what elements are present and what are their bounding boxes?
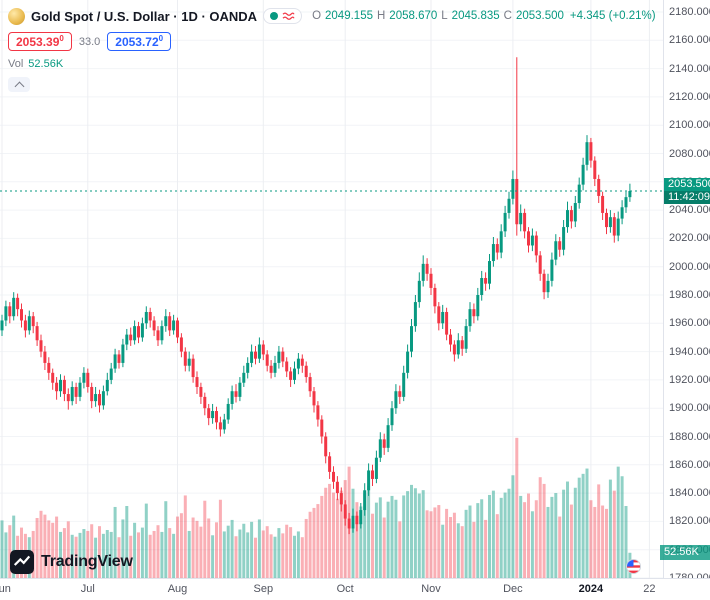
wave-icon: [282, 12, 295, 20]
sell-bid-button[interactable]: 2053.390: [8, 32, 72, 51]
change-value: +4.345 (+0.21%): [569, 10, 656, 22]
time-axis-label: Dec: [503, 583, 523, 595]
time-axis-label: 2024: [578, 583, 604, 595]
high-label: H: [376, 10, 386, 22]
low-value: 2045.835: [451, 10, 500, 22]
price-axis-label: 2080.000: [669, 147, 710, 160]
high-value: 2058.670: [389, 10, 438, 22]
tradingview-logomark-icon: [10, 550, 34, 574]
economic-event-icon[interactable]: [626, 559, 641, 579]
volume-axis-tag: 52.56K: [660, 544, 710, 560]
collapse-legend-button[interactable]: [8, 77, 30, 92]
gold-symbol-icon: [8, 7, 25, 25]
price-axis-label: 2120.000: [669, 90, 710, 103]
price-axis-label: 1820.000: [669, 515, 710, 528]
volume-indicator-row: Vol 52.56K: [8, 58, 656, 70]
price-axis-label: 2160.000: [669, 34, 710, 47]
time-axis-label: Jul: [80, 583, 95, 595]
price-axis[interactable]: 2180.000 2160.000 2140.000 2120.000 2100.000…: [663, 0, 710, 584]
last-price-tag: 2053.500 11:42:09: [664, 177, 710, 204]
symbol-title[interactable]: Gold Spot / U.S. Dollar · 1D · OANDA: [31, 8, 258, 24]
price-axis-label: 2100.000: [669, 119, 710, 132]
close-label: C: [503, 10, 512, 22]
legend-toolbar[interactable]: [263, 8, 303, 24]
time-axis-label: Sep: [253, 583, 274, 595]
low-label: L: [441, 10, 448, 22]
volume-value: 52.56K: [28, 58, 64, 70]
price-axis-label: 2040.000: [669, 204, 710, 217]
close-value: 2053.500: [515, 10, 564, 22]
time-axis-label: Nov: [421, 583, 441, 595]
price-axis-label: 1960.000: [669, 317, 710, 330]
marker-dot-icon: [270, 12, 279, 20]
price-axis-label: 2020.000: [669, 232, 710, 245]
ohlc-readout: O 2049.155 H 2058.670 L 2045.835 C 2053.500 …: [312, 10, 656, 22]
price-axis-label: 1840.000: [669, 487, 710, 500]
price-axis-label: 2180.000: [669, 6, 710, 18]
last-price-value: 2053.500: [668, 177, 710, 190]
bar-countdown-timer: 11:42:09: [664, 190, 710, 204]
tradingview-logo[interactable]: TradingView: [10, 550, 133, 574]
volume-label: Vol: [8, 58, 24, 70]
price-axis-label: 1920.000: [669, 373, 710, 386]
time-axis-label: Jun: [0, 583, 11, 595]
price-axis-label: 2140.000: [669, 62, 710, 75]
open-label: O: [312, 10, 322, 22]
time-axis-label: Aug: [167, 583, 188, 595]
price-axis-label: 1980.000: [669, 289, 710, 301]
price-axis-label: 1880.000: [669, 430, 710, 443]
price-axis-label: 2000.000: [669, 260, 710, 273]
price-axis-label: 1860.000: [669, 458, 710, 471]
time-axis-label: Oct: [336, 583, 354, 595]
chevron-up-icon: [14, 81, 24, 91]
time-axis[interactable]: Jun Jul Aug Sep Oct Nov Dec 2024 22: [0, 578, 710, 600]
spread-value: 33.0: [78, 35, 101, 48]
price-axis-label: 1940.000: [669, 345, 710, 358]
open-value: 2049.155: [325, 10, 373, 22]
chart-legend: Gold Spot / U.S. Dollar · 1D · OANDA O 20…: [8, 6, 656, 92]
tradingview-logo-text: TradingView: [41, 553, 133, 570]
candlestick-chart[interactable]: [0, 0, 663, 578]
time-axis-label: 22: [643, 583, 656, 595]
buy-ask-button[interactable]: 2053.720: [107, 32, 172, 51]
price-axis-label: 1900.000: [669, 402, 710, 415]
